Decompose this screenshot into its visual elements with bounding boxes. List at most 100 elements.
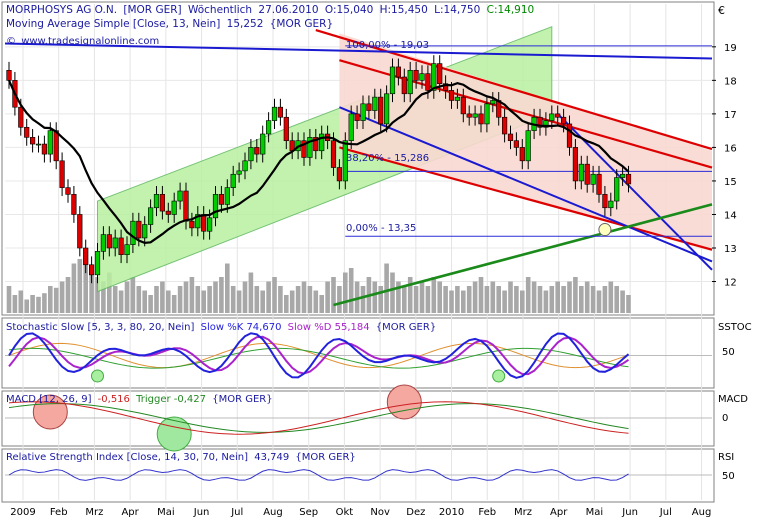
stochastic-k: Slow %K 74,670 [201, 322, 282, 333]
candle-body [77, 214, 83, 249]
candle-body [578, 163, 584, 182]
volume-bar [490, 281, 496, 313]
volume-bar [266, 281, 271, 313]
candle-body [472, 113, 478, 118]
macd-buy-marker [156, 416, 192, 452]
candle-body [212, 194, 219, 219]
candle-body [277, 106, 284, 118]
volume-bar [478, 277, 484, 313]
candle-body [330, 140, 337, 168]
volume-bar [514, 286, 519, 313]
macd-value: -0,516 [98, 394, 130, 405]
rsi-line [8, 469, 629, 481]
down-channel-lower-line [339, 146, 713, 251]
candle-body [159, 194, 166, 212]
candle-body [442, 83, 449, 91]
x-tick-label: 2009 [10, 507, 35, 518]
candle-body [466, 113, 472, 118]
volume-bar [272, 277, 277, 313]
candle-body [94, 251, 101, 276]
volume-bar [461, 290, 466, 313]
macd-exchange: {MOR GER} [212, 394, 272, 405]
candle-body [336, 167, 343, 182]
rsi-legend: Relative Strength Index [Close, 14, 30, … [6, 452, 356, 463]
volume-bar [561, 286, 566, 313]
candle-body [437, 63, 443, 85]
volume-bar [278, 286, 283, 313]
volume-bar [101, 281, 106, 313]
volume-bar [160, 281, 165, 313]
volume-bar [431, 277, 437, 313]
candle-body [89, 264, 95, 276]
currency-label: € [718, 4, 725, 17]
candle-body [183, 190, 189, 222]
volume-bar [354, 281, 360, 313]
moving-average-line [7, 79, 630, 244]
down-channel-upper-line [315, 29, 713, 151]
volume-bar [378, 286, 383, 313]
volume-bar [407, 277, 413, 313]
candle-body [484, 103, 490, 125]
candle-body [124, 244, 130, 256]
volume-bar [213, 281, 218, 313]
x-tick-label: Apr [121, 507, 139, 518]
x-tick-label: Sep [299, 507, 318, 518]
candle-body [584, 163, 590, 185]
candle-body [283, 116, 289, 142]
x-tick-label: Jul [659, 507, 672, 518]
volume-bar [443, 286, 448, 313]
volume-bar [6, 286, 12, 313]
volume-bar [195, 286, 201, 313]
candle-body [507, 133, 514, 142]
volume-bar [425, 286, 431, 313]
ma-legend: Moving Average Simple [Close, 13, Nein] … [6, 18, 333, 30]
volume-bar [77, 259, 83, 313]
volume-bar [319, 295, 324, 313]
ma-exchange: {MOR GER} [270, 18, 333, 30]
macd-trigger: Trigger -0,427 [135, 394, 206, 405]
volume-bar [12, 295, 18, 313]
rsi-label: Relative Strength Index [Close, 14, 30, … [6, 452, 248, 463]
volume-bar [301, 281, 307, 313]
candle-body [555, 113, 561, 118]
website-text: www.tradesignalonline.com [21, 36, 159, 47]
y-tick-label: 14 [724, 210, 737, 221]
candle-body [525, 130, 531, 162]
volume-bar [455, 286, 460, 313]
candle-body [242, 160, 248, 172]
volume-bar [154, 286, 159, 313]
y-tick-label: 12 [724, 278, 737, 289]
fib-mid-label: 38,20% - 15,286 [346, 153, 429, 164]
volume-bar [189, 277, 195, 313]
volume-bar [48, 286, 53, 313]
candle-body [100, 234, 106, 252]
y-tick-label: 19 [724, 43, 737, 54]
fib-low-label: 0,00% - 13,35 [346, 223, 416, 234]
ma-label: Moving Average Simple [Close, 13, Nein] [6, 18, 220, 30]
candle-body [207, 217, 213, 232]
candle-body [142, 224, 148, 239]
volume-bar [543, 290, 549, 313]
volume-bar [148, 295, 153, 313]
volume-bar [254, 286, 260, 313]
candle-body [395, 66, 402, 78]
candle-body [389, 66, 396, 95]
volume-bar [508, 281, 513, 313]
x-tick-label: Okt [336, 507, 354, 518]
volume-bar [608, 281, 614, 313]
candle-body [265, 120, 272, 135]
candle-body [171, 200, 177, 215]
volume-bar [602, 286, 608, 313]
macd-trigger-line [8, 403, 629, 433]
volume-bar [130, 277, 136, 313]
volume-bar [372, 281, 378, 313]
volume-bar [537, 286, 543, 313]
volume-bar [284, 295, 289, 313]
volume-bar [260, 290, 265, 313]
x-tick-label: Aug [263, 507, 283, 518]
volume-bar [567, 281, 572, 313]
volume-bar [289, 290, 295, 313]
volume-bar [596, 290, 602, 313]
candle-body [490, 100, 496, 105]
volume-bar [225, 263, 230, 313]
